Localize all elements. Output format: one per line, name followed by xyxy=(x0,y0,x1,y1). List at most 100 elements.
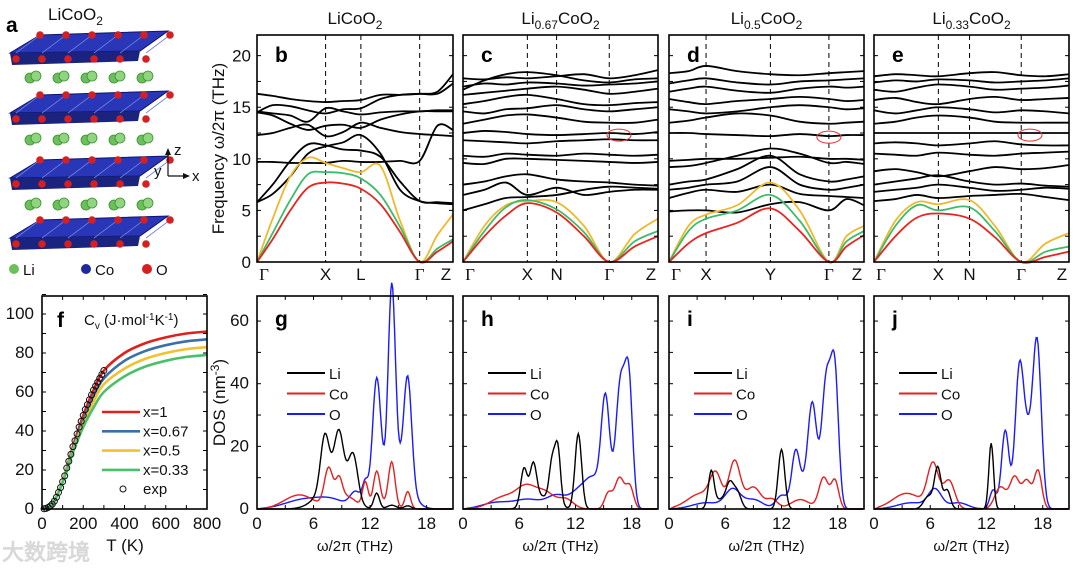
optical-branch xyxy=(462,157,659,166)
band-frame-c xyxy=(462,34,659,263)
optical-branch xyxy=(462,113,659,125)
octahedron-edge xyxy=(145,219,171,239)
k-point-label: N xyxy=(963,265,975,284)
o-atom xyxy=(12,180,20,188)
optical-branch xyxy=(668,85,865,94)
li-atom xyxy=(114,197,126,209)
li-atom xyxy=(114,132,126,144)
o-atom xyxy=(90,240,98,248)
acoustic-branch-green xyxy=(668,194,865,264)
panel-letter-j: j xyxy=(891,308,898,331)
octahedron-edge xyxy=(145,34,171,54)
optical-branch xyxy=(873,164,1070,178)
octahedron-edge xyxy=(67,219,93,239)
exp-point xyxy=(57,484,65,492)
crystal-structure-image xyxy=(8,30,174,250)
ylabel-main: DOS (nm xyxy=(210,375,229,446)
o-atom xyxy=(90,115,98,123)
k-point-label: Γ xyxy=(604,265,614,284)
optical-branch xyxy=(668,96,865,106)
x-tick-label: 600 xyxy=(152,514,180,533)
k-point-label: X xyxy=(522,265,533,284)
octahedron-edge xyxy=(67,94,93,114)
x-tick-label: 18 xyxy=(622,514,641,533)
optical-branch xyxy=(462,85,659,96)
optical-branch xyxy=(668,104,865,115)
exp-point xyxy=(75,423,83,431)
x-tick-label: 0 xyxy=(664,514,673,533)
dos-panel-h: h 0 6 12 18 ω/2π (THz) Li Co O xyxy=(458,308,658,555)
band-frame-d xyxy=(668,34,865,263)
legend-label: exp xyxy=(143,481,167,498)
title-part: 0.33 xyxy=(946,18,970,32)
optical-branch xyxy=(256,123,454,165)
dos-curve-o xyxy=(669,348,864,510)
y-tick-label: 10 xyxy=(232,150,251,169)
legend-label: Li xyxy=(941,366,953,383)
k-point-label: L xyxy=(356,265,365,284)
dos-curve-o xyxy=(462,355,658,510)
x-tick-label: 18 xyxy=(417,514,436,533)
k-point-label: Γ xyxy=(876,265,886,284)
ylabel-end: ) xyxy=(210,359,229,365)
y-tick-label: 60 xyxy=(230,311,249,330)
k-point-label: Y xyxy=(765,265,776,284)
octahedron-edge xyxy=(15,34,41,54)
coo2-layer xyxy=(8,90,174,125)
optical-branch xyxy=(668,132,865,138)
legend-label: Co xyxy=(329,387,348,404)
panel-letter-e: e xyxy=(892,44,904,67)
o-atom xyxy=(114,31,122,39)
highlight-ellipse xyxy=(606,128,632,142)
y-axis-label: DOS (nm-3) xyxy=(208,359,229,446)
exp-point xyxy=(59,478,67,486)
axis-z-label: z xyxy=(174,142,182,159)
o-atom xyxy=(88,91,96,99)
exp-point xyxy=(50,497,58,505)
o-atom xyxy=(38,115,46,123)
exp-point xyxy=(61,472,69,480)
y-tick-label: 0 xyxy=(242,253,251,272)
o-atom xyxy=(64,55,72,63)
panel-letter-d: d xyxy=(687,44,700,67)
optical-branch xyxy=(873,140,1070,147)
axis-x-label: x xyxy=(192,168,200,185)
octahedron-edge xyxy=(41,34,67,54)
dos-curve-co xyxy=(873,461,1069,510)
y-tick-label: 15 xyxy=(232,98,251,117)
legend-label: x=0.5 xyxy=(143,443,180,460)
legend-label: Li xyxy=(329,366,341,383)
axis-triad: z y x xyxy=(154,142,200,185)
o-atom xyxy=(12,240,20,248)
octahedron-edge xyxy=(145,159,171,179)
exp-point xyxy=(92,382,100,390)
dos-panel-j: j 0 6 12 18 ω/2π (THz) Li Co O xyxy=(869,308,1069,555)
x-tick-label: 6 xyxy=(926,514,935,533)
y-axis-label: Frequency ω/2π (THz) xyxy=(209,63,228,234)
o-atom xyxy=(88,156,96,164)
band-panel-c: Li0.67CoO2 c Γ X N Γ Z xyxy=(462,9,659,284)
optical-branch xyxy=(873,192,1070,203)
optical-branch xyxy=(668,154,865,186)
exp-point xyxy=(98,370,106,378)
optical-branch xyxy=(668,166,865,191)
panel-letter-g: g xyxy=(275,308,288,331)
panel-letter-h: h xyxy=(481,308,494,331)
optical-branch xyxy=(462,80,659,88)
highlight-ellipse xyxy=(816,130,842,144)
dos-frame-g xyxy=(256,295,454,510)
legend-label: Co xyxy=(941,387,960,404)
li-atom-icon xyxy=(9,264,19,274)
x-tick-label: 6 xyxy=(515,514,524,533)
dos-panel-i: i 0 6 12 18 ω/2π (THz) Li Co O xyxy=(664,308,864,555)
optical-branch xyxy=(668,183,865,199)
optical-branch xyxy=(873,95,1070,106)
o-atom xyxy=(166,91,174,99)
o-atom xyxy=(116,115,124,123)
optical-branch xyxy=(462,71,659,91)
optical-branch xyxy=(668,65,865,77)
dos-curve-o xyxy=(874,336,1069,510)
k-point-label: Γ xyxy=(1016,265,1026,284)
panel-title-c: Li0.67CoO2 xyxy=(521,9,600,32)
